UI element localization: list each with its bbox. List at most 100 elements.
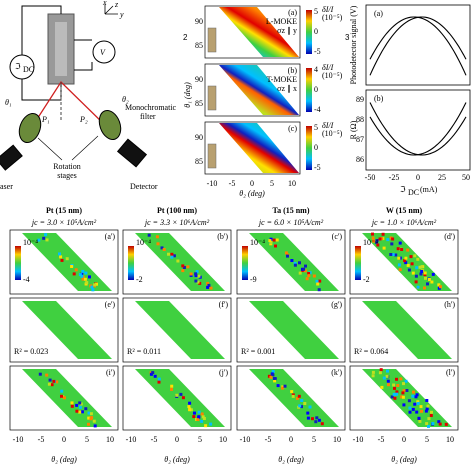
current-source <box>9 54 35 80</box>
heatmap-pixel <box>65 257 69 261</box>
heatmap-pixel <box>38 372 42 376</box>
heatmap-pixel <box>379 368 383 372</box>
heatmap-pixel <box>269 375 273 379</box>
heatmap-pixel <box>404 379 408 383</box>
heatmap-pixel <box>268 239 272 243</box>
heatmap-pixel <box>272 238 276 242</box>
heatmap-pixel <box>317 418 321 422</box>
heatmap-pixel <box>386 238 390 242</box>
heatmap-pixel <box>44 233 48 237</box>
heatmap-pixel <box>80 274 84 278</box>
stages-label: stages <box>57 171 77 180</box>
heatmap-pixel <box>60 258 64 262</box>
heatmap-pixel <box>157 380 161 384</box>
r-squared: R² = 0.064 <box>354 347 388 356</box>
heatmap-pixel <box>420 409 423 413</box>
column-subtitle: jc = 3.3 × 10⁶A/cm² <box>144 218 210 227</box>
x-tick-label: -25 <box>389 173 400 182</box>
heatmap-pixel <box>78 273 82 277</box>
heatmap-pixel <box>430 410 433 414</box>
heatmap-pixel <box>60 394 63 398</box>
heatmap-pixel <box>87 411 91 415</box>
heatmap-pixel <box>427 278 431 281</box>
heatmap-pixel <box>394 253 398 257</box>
heatmap-pixel <box>149 372 153 376</box>
heatmap-pixel <box>392 392 396 396</box>
heatmap-pixel <box>393 396 397 400</box>
heatmap-pixel <box>380 237 384 241</box>
heatmap-pixel <box>78 401 82 405</box>
column-title: W (15 nm) <box>386 206 423 215</box>
heatmap-pixel <box>303 269 307 273</box>
column-subtitle: jc = 6.0 × 10⁵A/cm² <box>258 218 324 227</box>
heatmap-pixel <box>188 408 192 412</box>
heatmap-pixel <box>439 285 442 289</box>
x-tick-label: -5 <box>38 435 45 444</box>
heatmap-pixel <box>156 242 160 246</box>
heatmap-pixel <box>402 389 406 393</box>
r-squared: R² = 0.023 <box>14 347 48 356</box>
panel-tag: (b) <box>374 94 384 103</box>
heatmap-pixel <box>409 255 413 259</box>
heatmap-pixel <box>151 371 155 375</box>
panel-tag: (a) <box>374 9 383 18</box>
heatmap-pixel <box>194 274 198 278</box>
heatmap-pixel <box>84 407 88 411</box>
heatmap-pixel <box>437 283 441 287</box>
heatmap-pixel <box>269 241 273 244</box>
heatmap-pixel <box>425 422 429 426</box>
heatmap-pixel <box>426 404 430 408</box>
heatmap-pixel <box>376 243 380 247</box>
heatmap-pixel <box>80 410 84 414</box>
heatmap-pixel <box>305 277 309 281</box>
heatmap-pixel <box>172 254 176 258</box>
heatmap-pixel <box>415 393 419 397</box>
sample-icon <box>207 27 217 53</box>
heatmap-pixel <box>290 390 294 394</box>
colorbar-unit: (10⁻⁵) <box>322 129 343 138</box>
panel-tag: (b') <box>217 232 228 241</box>
heatmap-pixel <box>197 415 201 419</box>
y-axis-label: R (Ω) <box>349 120 358 139</box>
heatmap-pixel <box>207 283 211 287</box>
heatmap <box>219 7 299 57</box>
heatmap-pixel <box>74 268 78 272</box>
heatmap-pixel <box>206 281 210 285</box>
colorbar <box>355 246 361 280</box>
colorbar-unit: 10⁻⁴ <box>23 238 38 247</box>
heatmap-pixel <box>75 403 79 407</box>
heatmap-pixel <box>181 396 185 400</box>
heatmap-pixel <box>202 417 206 420</box>
colorbar-tick: 0 <box>314 85 318 94</box>
x-tick-label: 5 <box>198 435 202 444</box>
colorbar-unit: (10⁻⁵) <box>322 71 343 80</box>
source-sub: DC <box>23 65 34 74</box>
heatmap-pixel <box>59 255 63 259</box>
heatmap-pixel <box>273 379 277 383</box>
heatmap-pixel <box>397 256 401 260</box>
heatmap-pixel <box>375 240 379 244</box>
heatmap-pixel <box>281 386 284 390</box>
heatmap-pixel <box>315 416 319 420</box>
heatmap-pixel <box>317 288 321 292</box>
axes <box>104 4 118 15</box>
axis-label: z <box>114 0 119 9</box>
heatmap-pixel <box>291 394 295 398</box>
panel-tag: (e') <box>105 300 116 309</box>
x-tick-label: -50 <box>365 173 376 182</box>
heatmap-pixel <box>89 412 93 416</box>
heatmap-pixel <box>414 395 418 399</box>
heatmap-pixel <box>371 236 375 240</box>
column-subtitle: jc = 1.0 × 10⁶A/cm² <box>371 218 437 227</box>
x-tick-label: 0 <box>175 435 179 444</box>
heatmap-pixel <box>431 422 435 425</box>
heatmap-pixel <box>90 285 94 289</box>
x-tick-label: 50 <box>462 173 470 182</box>
heatmap-pixel <box>90 416 94 420</box>
heatmap-pixel <box>402 403 406 407</box>
panel-tag: (c') <box>332 232 343 241</box>
heatmap-pixel <box>404 256 408 260</box>
x-tick-label: 10 <box>446 435 454 444</box>
colorbar-title: δI/I <box>322 63 334 72</box>
heatmap-pixel <box>307 274 311 278</box>
